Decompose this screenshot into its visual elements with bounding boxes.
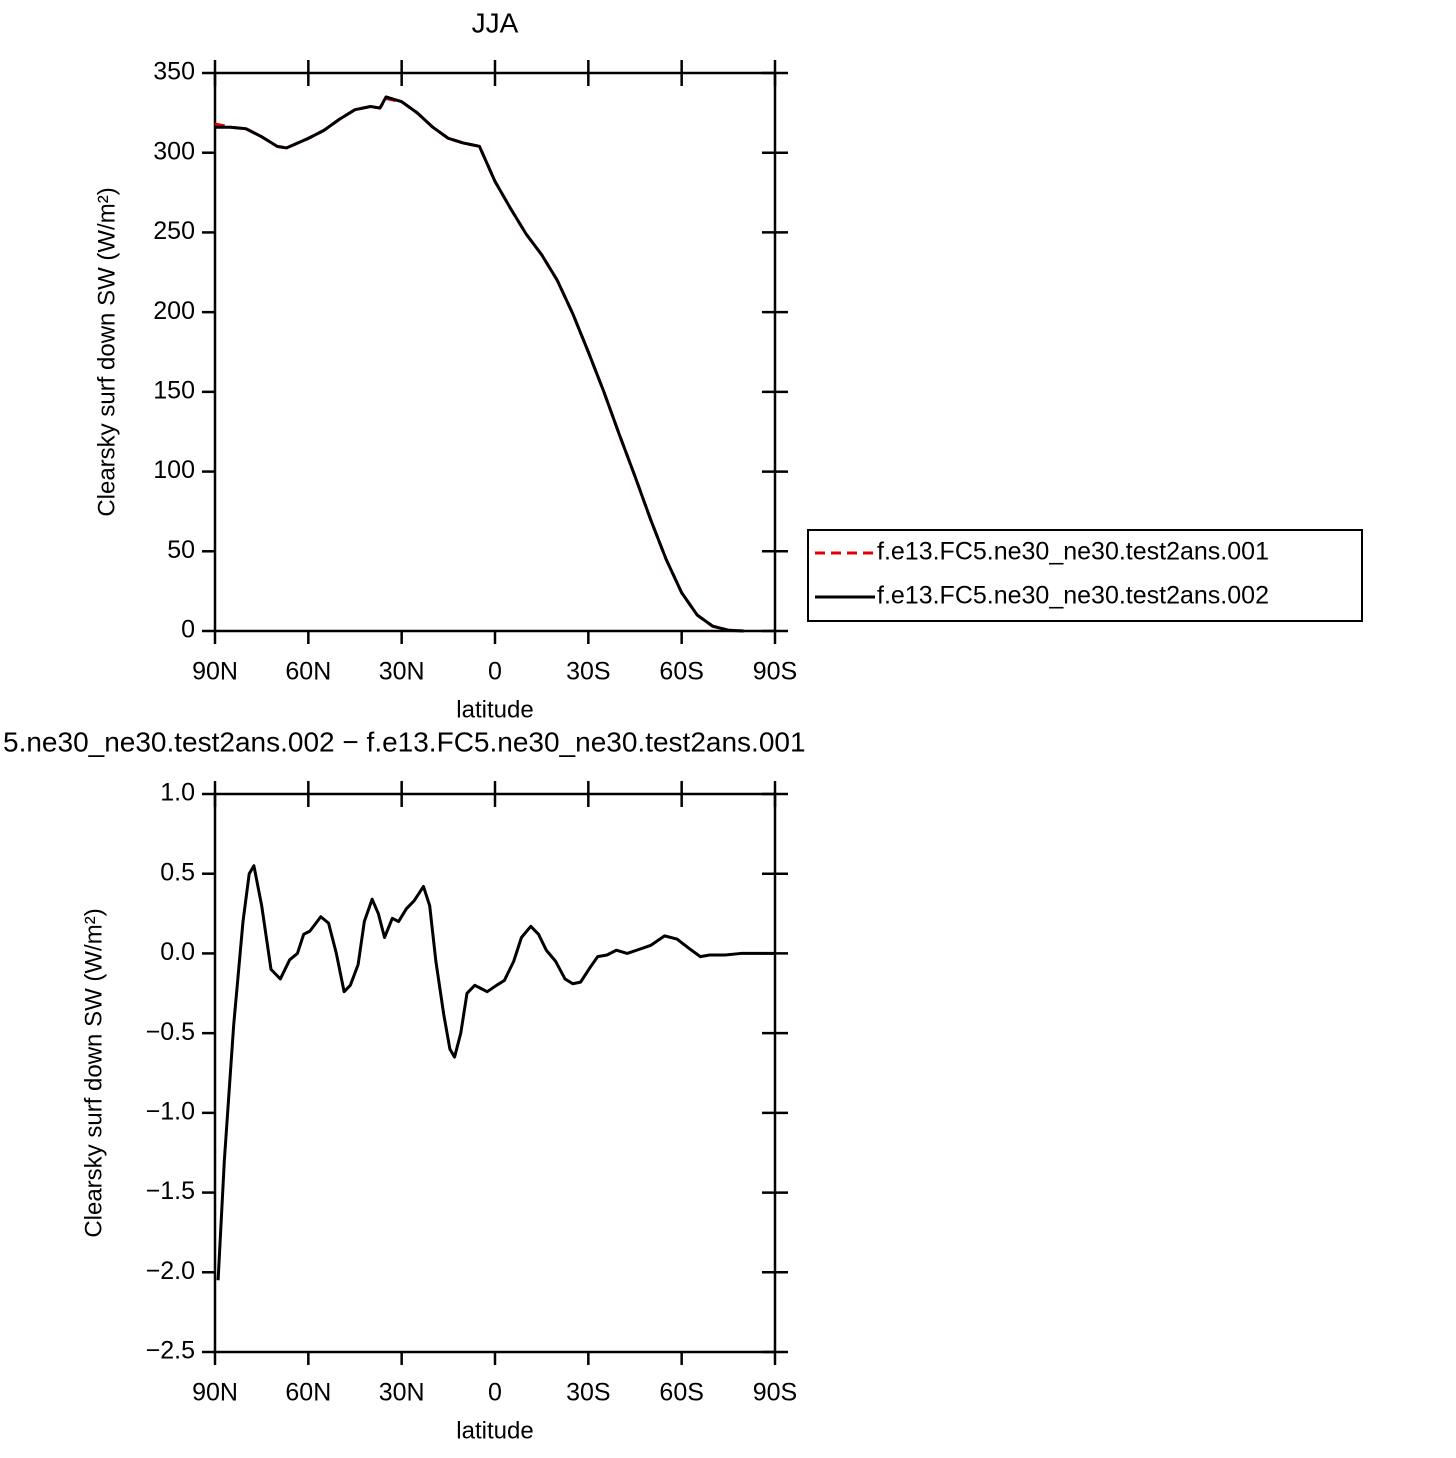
x-tick-label: 30S: [566, 658, 610, 686]
y-tick-label: 250: [153, 217, 195, 245]
x-tick-label: 60N: [285, 658, 331, 686]
y-axis-label: Clearsky surf down SW (W/m²): [93, 187, 120, 516]
x-tick-label: 90S: [753, 658, 797, 686]
legend-label: f.e13.FC5.ne30_ne30.test2ans.002: [877, 582, 1269, 610]
y-tick-label: −2.0: [146, 1257, 195, 1285]
y-axis-label: Clearsky surf down SW (W/m²): [80, 908, 107, 1237]
x-tick-label: 30N: [379, 1379, 425, 1407]
y-tick-label: 300: [153, 137, 195, 165]
y-tick-label: 0.0: [160, 938, 195, 966]
x-tick-label: 60S: [659, 1379, 703, 1407]
x-tick-label: 60S: [659, 658, 703, 686]
x-axis-label: latitude: [456, 696, 533, 723]
series-line: [215, 95, 744, 633]
chart-title: 5.ne30_ne30.test2ans.002 − f.e13.FC5.ne3…: [3, 726, 806, 757]
y-tick-label: 0: [181, 616, 195, 644]
x-tick-label: 90N: [192, 1379, 238, 1407]
legend-label: f.e13.FC5.ne30_ne30.test2ans.001: [877, 538, 1269, 566]
x-tick-label: 30N: [379, 658, 425, 686]
plot-frame: [213, 792, 777, 1354]
x-tick-label: 30S: [566, 1379, 610, 1407]
y-tick-label: 0.5: [160, 858, 195, 886]
y-tick-label: 350: [153, 58, 195, 86]
y-tick-label: −2.5: [146, 1337, 195, 1365]
x-tick-label: 90N: [192, 658, 238, 686]
plot-frame: [213, 71, 777, 633]
series-line: [214, 97, 744, 633]
y-tick-label: −1.0: [146, 1097, 195, 1125]
y-tick-label: 200: [153, 297, 195, 325]
legend-box: [807, 529, 1363, 622]
y-tick-label: −1.5: [146, 1177, 195, 1205]
y-tick-label: 150: [153, 376, 195, 404]
x-tick-label: 90S: [753, 1379, 797, 1407]
y-tick-label: 50: [167, 536, 195, 564]
y-tick-label: 100: [153, 456, 195, 484]
series-line: [216, 864, 775, 1281]
chart-title: JJA: [472, 7, 519, 38]
x-tick-label: 0: [488, 658, 502, 686]
x-tick-label: 0: [488, 1379, 502, 1407]
x-tick-label: 60N: [285, 1379, 331, 1407]
x-axis-label: latitude: [456, 1417, 533, 1444]
y-tick-label: 1.0: [160, 779, 195, 807]
y-tick-label: −0.5: [146, 1018, 195, 1046]
